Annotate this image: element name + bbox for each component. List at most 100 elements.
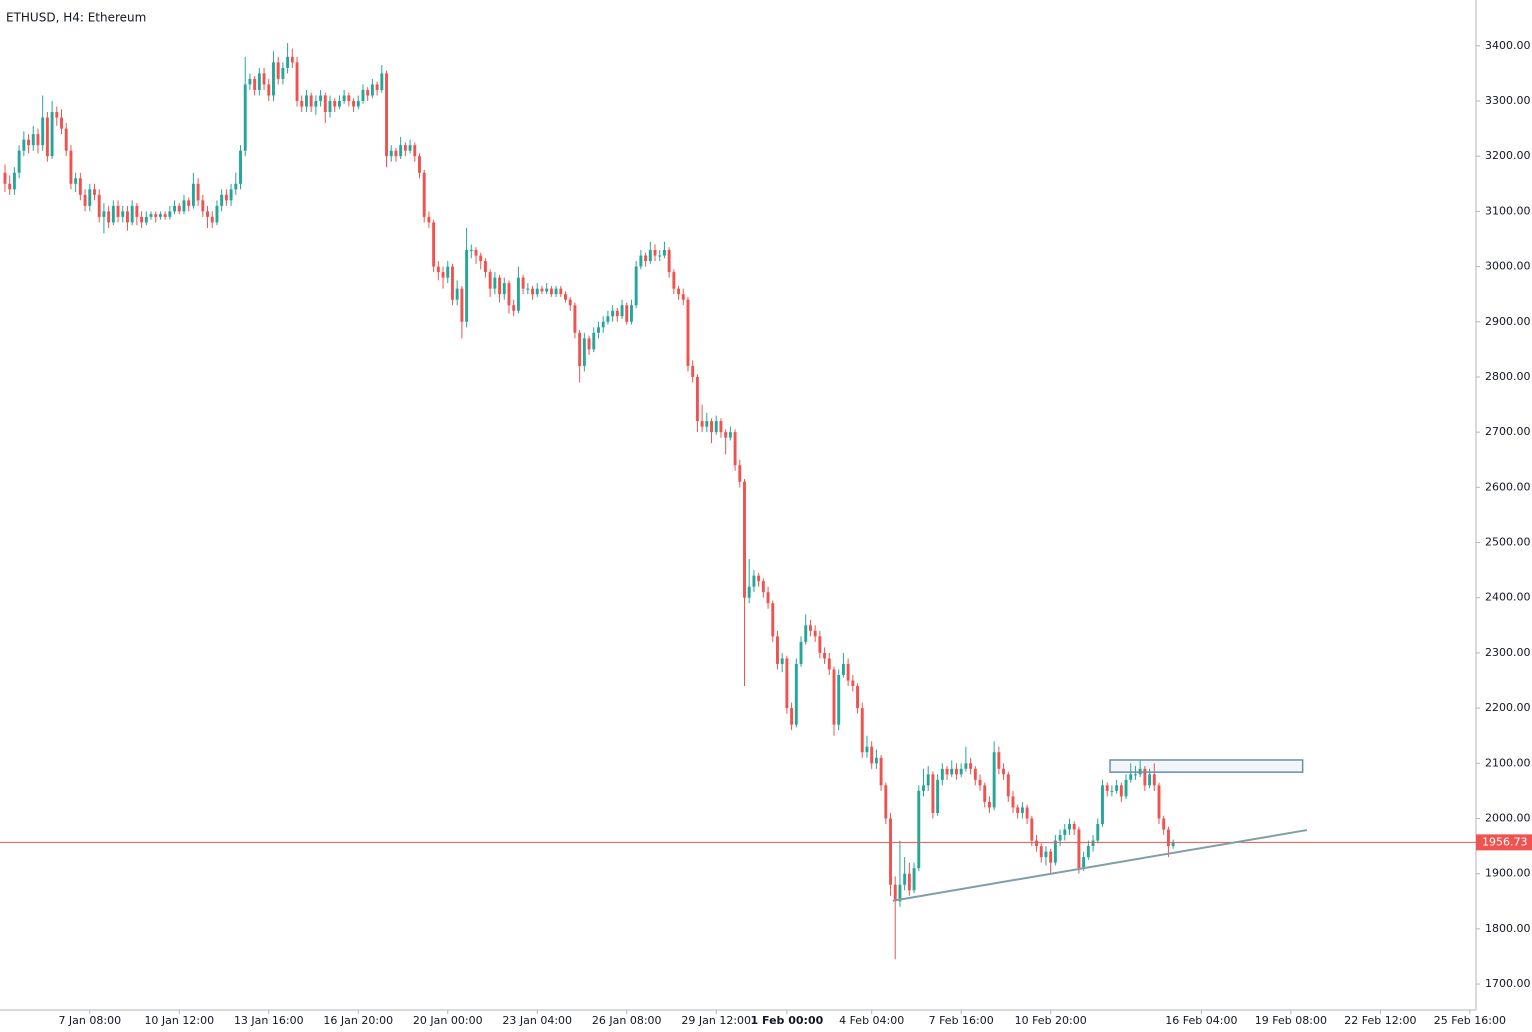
candle-body (705, 421, 709, 427)
x-tick-label: 7 Feb 16:00 (929, 1014, 994, 1027)
candle-body (992, 752, 996, 808)
candle-body (545, 288, 549, 292)
candle-body (1016, 807, 1020, 813)
x-tick-label: 1 Feb 00:00 (751, 1014, 824, 1027)
candle-body (1148, 774, 1152, 786)
candle-body (1049, 851, 1053, 863)
candle-body (1119, 785, 1123, 797)
candle-body (272, 62, 275, 96)
candle-body (837, 674, 841, 725)
candle-body (672, 272, 676, 289)
candle-body (865, 746, 869, 753)
candle-body (1110, 790, 1114, 792)
candle-body (889, 818, 892, 885)
candle-body (648, 250, 652, 262)
candle-body (121, 211, 125, 217)
candle-body (874, 757, 878, 764)
candle-body (337, 101, 341, 107)
y-tick-label: 3000.00 (1485, 260, 1531, 273)
x-tick-label: 25 Feb 16:00 (1434, 1014, 1506, 1027)
candle-body (761, 581, 765, 593)
x-tick-label: 19 Feb 08:00 (1255, 1014, 1327, 1027)
candle-body (1129, 774, 1133, 780)
candle-body (653, 250, 657, 256)
candle-body (31, 134, 35, 146)
candle-body (1143, 768, 1147, 786)
candle-body (987, 801, 991, 808)
candle-body (333, 101, 337, 107)
candle-body (1053, 840, 1057, 863)
candle-body (168, 211, 172, 217)
y-tick-label: 3100.00 (1485, 204, 1531, 217)
candle-body (936, 779, 940, 813)
y-tick-label: 3200.00 (1485, 149, 1531, 162)
candle-body (780, 658, 784, 664)
candle-body (752, 575, 756, 587)
candle-body (785, 658, 789, 709)
candle-body (940, 768, 944, 780)
candle-body (823, 652, 827, 659)
y-tick-label: 2500.00 (1485, 536, 1531, 549)
candle-body (50, 112, 54, 157)
candle-body (130, 205, 134, 223)
candle-body (432, 222, 436, 267)
candle-body (1020, 807, 1024, 813)
candle-body (526, 288, 530, 290)
candle-body (243, 84, 247, 151)
candle-body (361, 89, 365, 101)
candle-body (93, 189, 96, 195)
candle-body (451, 266, 454, 300)
candle-body (328, 101, 332, 113)
candle-body (60, 117, 63, 129)
candle-body (879, 757, 883, 786)
candle-body (187, 200, 191, 206)
y-tick-label: 2300.00 (1485, 646, 1531, 659)
candle-body (917, 790, 921, 869)
candle-body (724, 432, 728, 438)
candle-body (757, 575, 761, 582)
candle-body (808, 625, 812, 631)
candle-body (931, 774, 935, 813)
x-tick-label: 16 Jan 20:00 (323, 1014, 393, 1027)
last-price-label: 1956.73 (1482, 835, 1528, 848)
candle-body (564, 294, 567, 300)
candle-body (662, 250, 666, 256)
candle-body (347, 95, 351, 101)
candle-body (1068, 824, 1071, 830)
candle-body (55, 112, 59, 118)
candle-body (290, 56, 294, 63)
candle-body (234, 183, 238, 190)
candle-body (163, 214, 167, 217)
x-tick-label: 26 Jan 08:00 (592, 1014, 662, 1027)
candle-body (771, 603, 775, 637)
candle-body (97, 194, 101, 217)
candle-body (832, 669, 836, 725)
candle-body (276, 62, 280, 79)
candle-body (1105, 785, 1109, 791)
candle-body (681, 294, 685, 300)
candle-body (206, 211, 209, 217)
candle-body (12, 172, 16, 190)
candle-body (507, 283, 511, 306)
candle-body (304, 95, 308, 107)
candle-body (549, 288, 553, 295)
candle-body (380, 73, 384, 90)
candle-body (1030, 818, 1034, 841)
candle-body (253, 78, 257, 90)
last-price-badge (1476, 834, 1532, 851)
candle-body (281, 67, 285, 79)
candle-body (469, 250, 473, 252)
candle-body (210, 216, 214, 223)
candle-body (813, 630, 817, 637)
candle-body (441, 272, 445, 278)
candle-body (776, 636, 779, 664)
x-tick-label: 23 Jan 04:00 (502, 1014, 572, 1027)
candle-body (818, 636, 822, 653)
candle-body (860, 708, 864, 753)
candle-body (3, 172, 7, 184)
candle-body (1002, 768, 1006, 775)
candle-body (973, 768, 977, 780)
candle-body (239, 150, 242, 184)
candle-body (1072, 824, 1076, 830)
candle-body (460, 288, 464, 322)
